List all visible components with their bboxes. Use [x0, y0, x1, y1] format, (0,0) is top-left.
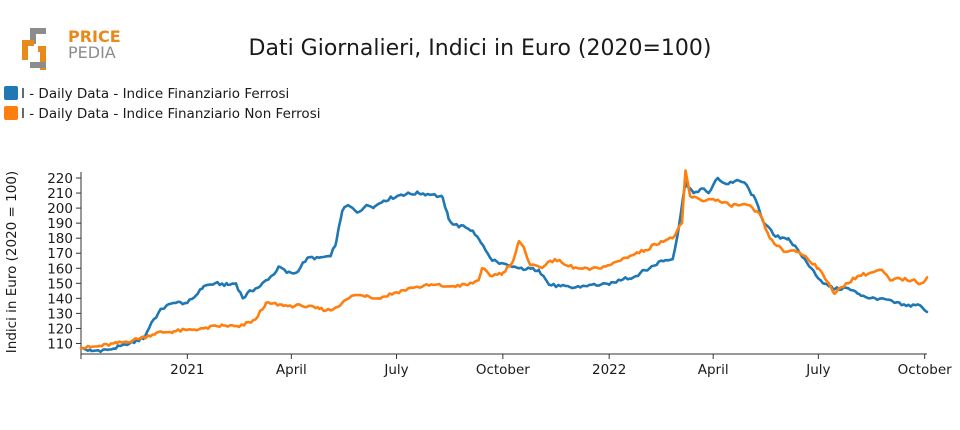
y-axis-label: Indici in Euro (2020 = 100)	[4, 171, 20, 353]
y-tick-label: 170	[47, 246, 73, 262]
chart-title: Dati Giornalieri, Indici in Euro (2020=1…	[249, 36, 712, 61]
legend-swatch-ferrosi	[4, 86, 18, 100]
legend-item-ferrosi[interactable]: I - Daily Data - Indice Finanziario Ferr…	[4, 86, 289, 102]
y-tick-label: 200	[47, 201, 73, 217]
y-tick-label: 130	[47, 306, 73, 322]
y-tick-label: 120	[47, 321, 73, 337]
y-tick-label: 110	[47, 336, 73, 352]
x-tick-label: April	[698, 362, 729, 378]
series-line-ferrosi[interactable]	[79, 176, 929, 354]
y-tick-label: 160	[47, 261, 73, 277]
logo-mark-icon	[22, 28, 46, 70]
y-tick-label: 140	[47, 291, 73, 307]
logo-line2: PEDIA	[68, 43, 116, 62]
y-tick-label: 190	[47, 216, 73, 232]
x-tick-label: October	[898, 362, 952, 378]
x-tick-label: July	[383, 362, 408, 378]
x-tick-label: October	[476, 362, 530, 378]
legend-item-non-ferrosi[interactable]: I - Daily Data - Indice Finanziario Non …	[4, 106, 320, 122]
x-tick-label: July	[805, 362, 830, 378]
plot-area	[79, 169, 929, 354]
legend: I - Daily Data - Indice Finanziario Ferr…	[4, 86, 320, 122]
y-tick-label: 150	[47, 276, 73, 292]
legend-label-non-ferrosi: I - Daily Data - Indice Finanziario Non …	[21, 106, 320, 122]
y-tick-label: 180	[47, 231, 73, 247]
series-line-non-ferrosi[interactable]	[79, 169, 929, 350]
pricepedia-logo[interactable]: PRICE PEDIA	[22, 27, 121, 70]
legend-label-ferrosi: I - Daily Data - Indice Finanziario Ferr…	[21, 86, 289, 102]
legend-swatch-non-ferrosi	[4, 106, 18, 120]
x-tick-label: 2022	[592, 362, 626, 378]
y-tick-label: 210	[47, 186, 73, 202]
logo-line1: PRICE	[68, 27, 121, 46]
x-tick-label: 2021	[170, 362, 204, 378]
y-tick-label: 220	[47, 171, 73, 187]
x-tick-label: April	[276, 362, 307, 378]
